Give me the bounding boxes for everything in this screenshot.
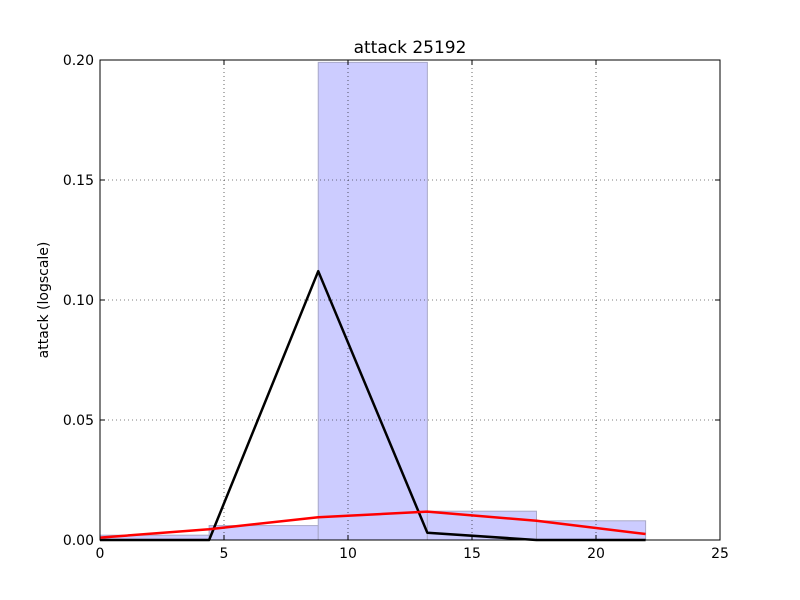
x-tick-label: 15 xyxy=(463,546,481,562)
ticks-layer: 0 5 10 15 20 25 0.00 0.05 0.10 0.15 0.20 xyxy=(63,53,729,562)
y-tick-label: 0.00 xyxy=(63,533,94,549)
x-tick-label: 25 xyxy=(711,546,729,562)
x-tick-label: 10 xyxy=(339,546,357,562)
x-tick-label: 0 xyxy=(96,546,105,562)
chart-title: attack 25192 xyxy=(354,38,467,58)
y-axis-label: attack (logscale) xyxy=(36,242,52,359)
x-tick-label: 20 xyxy=(587,546,605,562)
x-tick-label: 5 xyxy=(220,546,229,562)
histogram-bar-3 xyxy=(317,61,428,541)
y-tick-label: 0.10 xyxy=(63,293,94,309)
series-line-2 xyxy=(99,510,646,539)
y-tick-label: 0.15 xyxy=(63,173,94,189)
y-tick-label: 0.20 xyxy=(63,53,94,69)
y-tick-label: 0.05 xyxy=(63,413,94,429)
grid-layer xyxy=(100,60,720,540)
